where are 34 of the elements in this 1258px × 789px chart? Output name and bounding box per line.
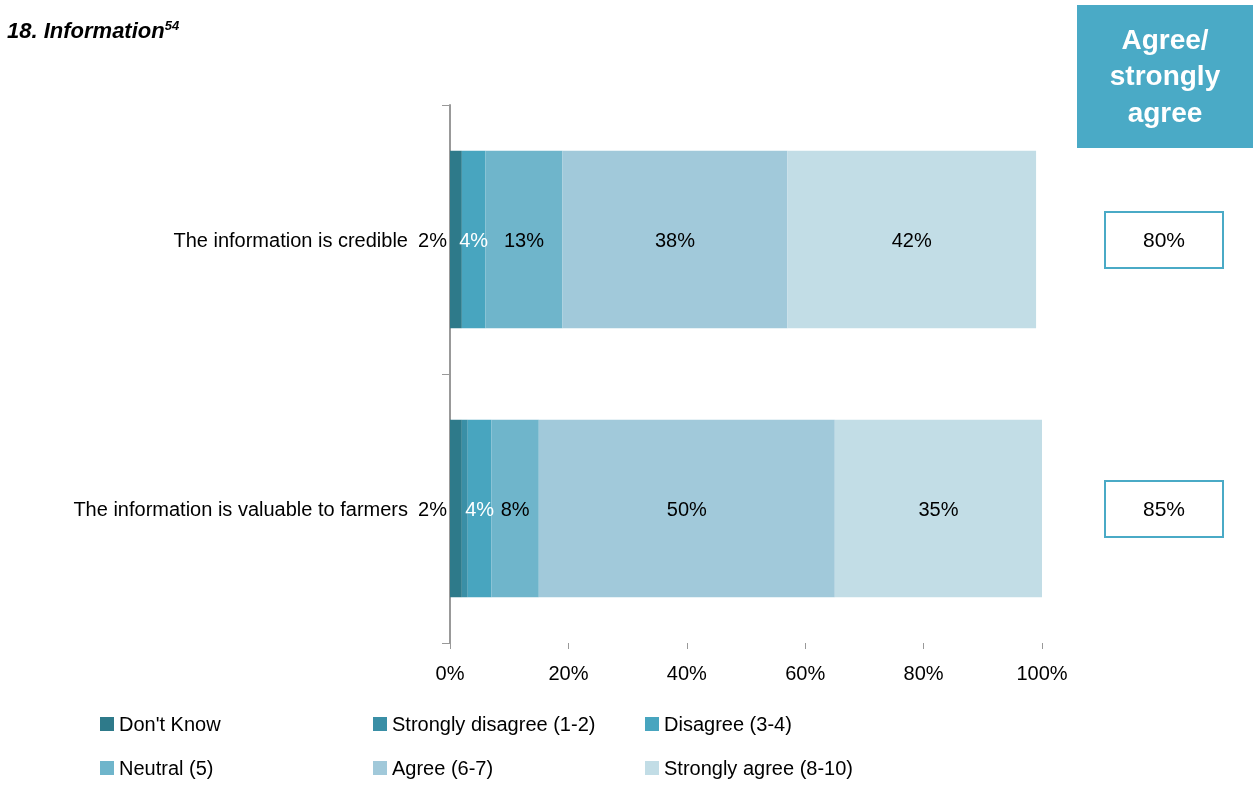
x-tick-label: 100% bbox=[1016, 662, 1068, 684]
legend-label: Strongly agree (8-10) bbox=[664, 757, 853, 779]
data-label: 35% bbox=[918, 497, 959, 520]
bar bbox=[450, 419, 462, 598]
bar bbox=[538, 419, 835, 598]
data-label: 2% bbox=[418, 497, 448, 520]
x-tick-label: 20% bbox=[548, 662, 589, 684]
text: 80% bbox=[1104, 210, 1224, 269]
x-tick-label: 60% bbox=[785, 662, 826, 684]
legend-label: Neutral (5) bbox=[119, 757, 214, 779]
bar bbox=[461, 150, 486, 329]
bar bbox=[467, 419, 492, 598]
data-label: 2% bbox=[418, 228, 448, 251]
text: Agree/ strongly agree bbox=[1077, 5, 1253, 148]
legend-label: Strongly disagree (1-2) bbox=[392, 713, 596, 735]
x-tick-label: 40% bbox=[666, 662, 708, 684]
data-label: 8% bbox=[500, 497, 530, 520]
bar bbox=[834, 419, 1042, 598]
y-tick-label: The information is credible bbox=[173, 228, 408, 251]
bar bbox=[562, 150, 788, 329]
legend-label: Agree (6-7) bbox=[392, 757, 494, 779]
data-label: 50% bbox=[666, 497, 708, 520]
data-label: 13% bbox=[503, 228, 545, 251]
x-tick-label: 80% bbox=[903, 662, 944, 684]
legend-label: Disagree (3-4) bbox=[664, 713, 792, 735]
bar bbox=[787, 150, 1037, 329]
data-label: 42% bbox=[891, 228, 932, 251]
y-tick-label: The information is valuable to farmers bbox=[73, 497, 408, 520]
data-label: 4% bbox=[459, 228, 489, 251]
data-label: 38% bbox=[654, 228, 696, 251]
text: 85% bbox=[1104, 479, 1224, 538]
x-tick-label: 0% bbox=[435, 662, 465, 684]
legend-label: Don't Know bbox=[119, 713, 222, 735]
data-label: 4% bbox=[465, 497, 495, 520]
